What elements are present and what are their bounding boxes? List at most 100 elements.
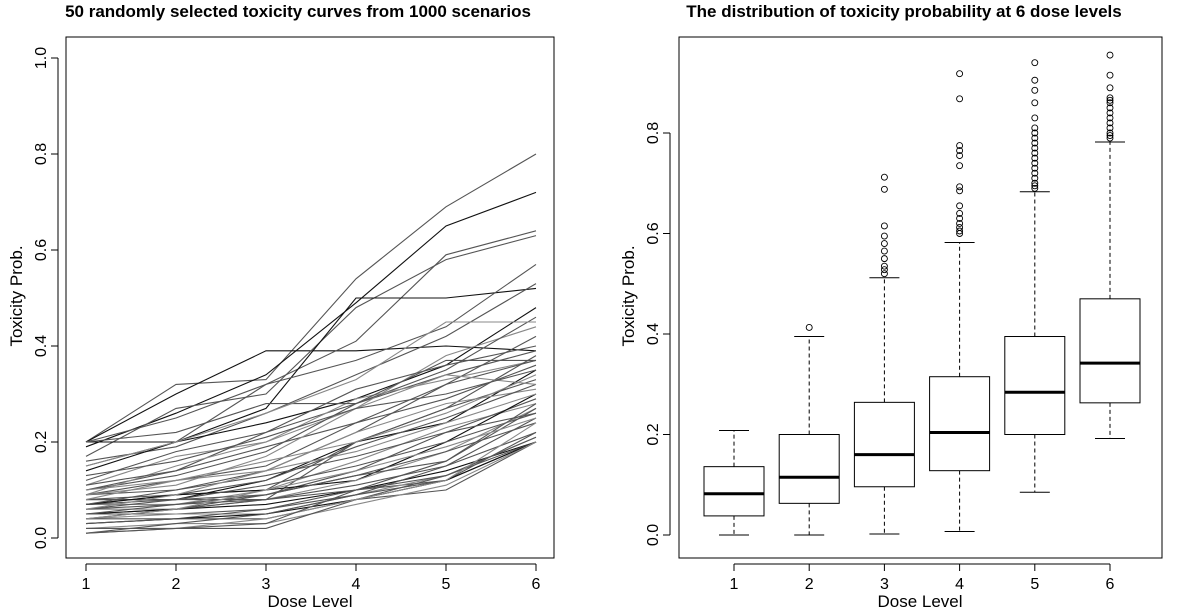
toxicity-curve-47: [85, 403, 537, 515]
left-y-tick-label: 0.6: [33, 239, 50, 261]
left-x-axis: 1 2 3 4 5 6: [82, 563, 541, 593]
outlier-point: [1031, 124, 1039, 132]
outlier-point: [1031, 169, 1039, 177]
outlier-point: [880, 262, 888, 270]
outlier-point: [1031, 76, 1039, 84]
toxicity-curve-3: [85, 191, 537, 448]
toxicity-curve-8: [85, 283, 537, 462]
iqr-box: [929, 376, 991, 472]
toxicity-curve-26: [86, 407, 537, 510]
left-y-tick-label: 0.0: [33, 527, 50, 549]
toxicity-curve-33: [86, 431, 537, 520]
outlier-point: [1031, 99, 1039, 107]
outlier-point: [1106, 114, 1114, 122]
toxicity-curve-16: [85, 364, 537, 496]
outlier-point: [1031, 154, 1039, 162]
outlier-point: [1031, 184, 1039, 192]
right-y-axis-label: Toxicity Prob.: [619, 245, 638, 346]
right-x-axis: 1 2 3 4 5 6: [730, 563, 1115, 593]
toxicity-curve-50: [85, 374, 537, 491]
toxicity-curve-29: [85, 441, 537, 515]
outlier-point: [956, 219, 964, 227]
iqr-box: [778, 434, 840, 504]
left-y-tick-label: 0.8: [33, 143, 50, 165]
outlier-point: [956, 152, 964, 160]
toxicity-curve-49: [85, 369, 537, 477]
outlier-point: [880, 173, 888, 181]
outlier-point: [956, 187, 964, 195]
outlier-point: [956, 214, 964, 222]
outlier-point: [1106, 124, 1114, 132]
left-x-tick-label: 6: [532, 576, 541, 593]
outlier-point: [956, 95, 964, 103]
left-x-axis-label: Dose Level: [267, 592, 352, 611]
outlier-point: [1031, 174, 1039, 182]
outlier-point: [1106, 134, 1114, 142]
outlier-point: [956, 224, 964, 231]
toxicity-curve-48: [85, 417, 537, 520]
outlier-point: [1031, 114, 1039, 122]
outlier-point: [1106, 96, 1114, 104]
left-y-tick-label: 1.0: [33, 47, 50, 69]
outlier-point: [1031, 139, 1039, 147]
right-panel: The distribution of toxicity probability…: [619, 2, 1163, 611]
outlier-point: [1031, 179, 1039, 187]
outlier-point: [1031, 182, 1039, 190]
toxicity-curve-44: [85, 374, 537, 496]
right-y-tick-label: 0.8: [645, 122, 662, 144]
outlier-point: [1031, 86, 1039, 94]
toxicity-curve-4: [85, 230, 537, 443]
toxicity-curve-41: [85, 359, 536, 443]
toxicity-curve-27: [85, 431, 537, 510]
toxicity-curve-23: [85, 398, 537, 505]
toxicity-curve-40: [85, 407, 537, 534]
left-y-tick-label: 0.4: [33, 335, 50, 357]
right-y-tick-label: 0.6: [645, 222, 662, 244]
toxicity-curve-5: [85, 235, 537, 457]
box-dose-1: [703, 429, 765, 536]
outlier-point: [1031, 164, 1039, 172]
left-y-axis-label: Toxicity Prob.: [7, 245, 26, 346]
right-x-axis-label: Dose Level: [877, 592, 962, 611]
toxicity-curve-1: [85, 153, 537, 443]
toxicity-curve-13: [85, 316, 537, 491]
outlier-point: [1106, 99, 1114, 107]
outlier-point: [956, 147, 964, 155]
box-dose-5: [1004, 59, 1066, 493]
left-chart-title: 50 randomly selected toxicity curves fro…: [65, 2, 531, 21]
box-dose-4: [929, 70, 991, 532]
outlier-point: [1106, 94, 1114, 102]
left-panel: 50 randomly selected toxicity curves fro…: [7, 2, 555, 611]
toxicity-curve-6: [86, 287, 537, 443]
outlier-point: [1106, 104, 1114, 112]
outlier-point: [880, 266, 888, 274]
right-x-tick-label: 6: [1106, 576, 1115, 593]
right-x-tick-label: 5: [1030, 576, 1039, 593]
outlier-point: [956, 209, 964, 217]
toxicity-curve-42: [85, 321, 536, 467]
outlier-point: [1106, 129, 1114, 137]
left-x-tick-label: 2: [172, 576, 181, 593]
outlier-point: [880, 222, 888, 230]
outlier-point: [1106, 84, 1114, 92]
right-y-tick-label: 0.2: [645, 423, 662, 445]
left-x-tick-label: 5: [442, 576, 451, 593]
outlier-point: [880, 232, 888, 240]
toxicity-curve-12: [85, 345, 537, 491]
right-y-tick-label: 0.0: [645, 524, 662, 546]
outlier-point: [1106, 119, 1114, 127]
outlier-point: [880, 255, 888, 263]
toxicity-curve-43: [85, 359, 537, 486]
outlier-point: [805, 324, 813, 331]
right-y-axis: 0.0 0.2 0.4 0.6 0.8: [645, 122, 671, 546]
left-plot-frame: [65, 36, 555, 559]
right-x-tick-label: 3: [880, 576, 889, 593]
outlier-point: [956, 202, 964, 210]
right-x-tick-label: 1: [730, 576, 739, 593]
left-series-lines: [85, 153, 537, 534]
toxicity-curve-46: [85, 393, 537, 510]
iqr-box: [1079, 298, 1141, 404]
outlier-point: [1031, 134, 1039, 142]
outlier-point: [880, 185, 888, 193]
